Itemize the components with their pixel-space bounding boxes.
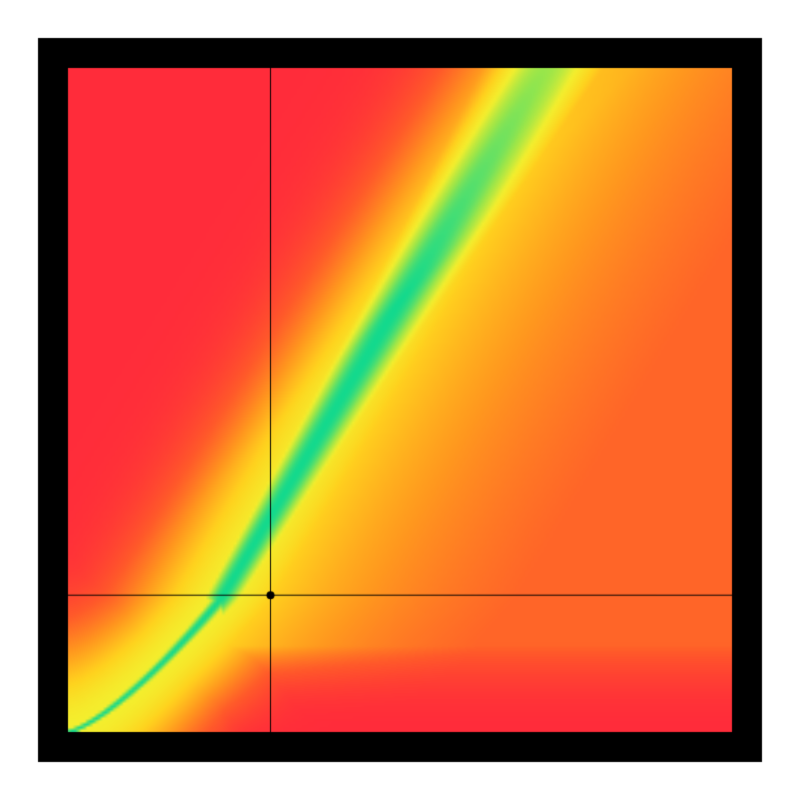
- heatmap-canvas: [0, 0, 800, 800]
- chart-stage: TheBottleneck.com: [0, 0, 800, 800]
